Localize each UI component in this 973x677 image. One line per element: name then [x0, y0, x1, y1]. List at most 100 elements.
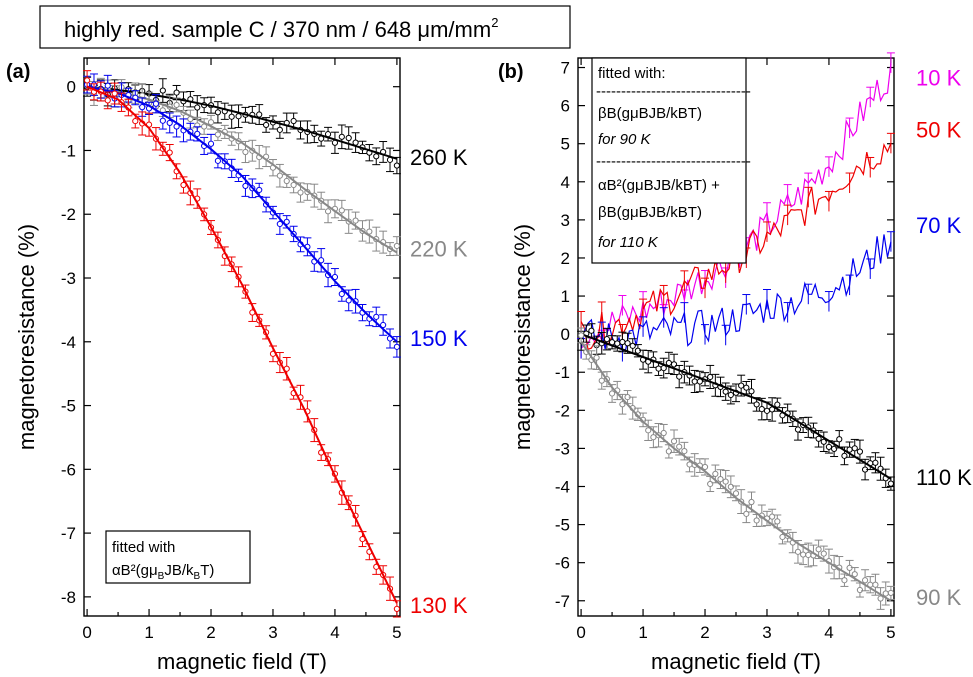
- panel-b-90k-fit-line: [580, 341, 892, 602]
- panel-b-90k-point: [841, 577, 848, 584]
- panel-a-150k-fit-line: [86, 85, 398, 343]
- panel-a-260k-point: [214, 109, 222, 116]
- panel-b-90k-point: [727, 483, 734, 490]
- panel-a-220k-point: [393, 242, 401, 250]
- panel-b-x-tick-label: 0: [576, 623, 585, 642]
- panel-b-fit-note-divider-1: -------------------------------: [596, 83, 751, 100]
- panel-a-x-tick-label: 1: [144, 623, 153, 642]
- header-box: highly red. sample C / 370 nm / 648 μm/m…: [39, 5, 571, 49]
- panel-a-130k-point: [104, 97, 111, 104]
- panel-b-90k-point: [670, 438, 678, 445]
- panel-b-110k-point: [707, 373, 714, 381]
- panel-a-150k-point: [276, 220, 283, 228]
- panel-b-90k-point: [712, 470, 719, 478]
- panel-b-90k-point: [805, 551, 812, 559]
- panel-b-90k-point: [660, 429, 667, 437]
- panel-b-90k-point: [743, 510, 750, 517]
- panel-a-150k-point: [393, 343, 401, 350]
- panel-b-90k-point: [681, 448, 688, 455]
- panel-b-90k-point: [650, 434, 657, 441]
- panel-a-260k-point: [228, 113, 235, 120]
- panel-b-110k-point: [815, 435, 822, 442]
- panel-a-260k-point: [276, 126, 283, 133]
- panel-b-x-tick-label: 5: [886, 623, 895, 642]
- panel-a-260k-point: [338, 133, 345, 140]
- panel-a-chart: 0 1 2 3 4 5 0 -1 -2 -3 -4 -5 -6 -7 -8 260 K 220 K 150 K 1…: [14, 57, 468, 674]
- panel-a-220k-point: [352, 217, 359, 224]
- panel-b-fit-note: fitted with: ---------------------------…: [591, 57, 751, 264]
- panel-a-x-tick-label: 3: [268, 623, 277, 642]
- panel-a-letter: (a): [6, 61, 30, 83]
- panel-a-150k-point: [194, 130, 201, 137]
- panel-b-90k-point: [676, 443, 683, 450]
- panel-b-y-tick-label: -1: [555, 363, 570, 382]
- panel-b-90k-point: [707, 480, 714, 488]
- panel-a-series-labels: 260 K 220 K 150 K 130 K: [410, 145, 468, 618]
- panel-a-150k-point: [380, 321, 387, 329]
- panel-b-90k-point: [800, 551, 807, 558]
- panel-b-90k-point: [877, 595, 884, 602]
- panel-a-fit-note-line1: fitted with: [112, 539, 175, 556]
- panel-a-series-label-260k: 260 K: [410, 145, 468, 170]
- panel-b-90k-point: [820, 550, 827, 557]
- panel-a-x-tick-label: 5: [392, 623, 401, 642]
- panel-b-110k-point: [774, 401, 781, 408]
- panel-b-y-tick-label: -7: [555, 592, 570, 611]
- panel-b-110k-point: [634, 347, 641, 354]
- panel-b-y-tick-label: 6: [561, 97, 570, 116]
- panel-b-110k-point: [856, 448, 864, 455]
- panel-a-220k-point: [283, 177, 290, 185]
- panel-a-220k-point: [290, 181, 297, 189]
- panel-b-y-tick-label: -3: [555, 439, 570, 458]
- panel-b-90k-point: [577, 332, 585, 339]
- panel-b-fit-note-divider-2: -------------------------------: [596, 153, 751, 170]
- panel-a-x-tick-label: 2: [206, 623, 215, 642]
- panel-b-110k-point: [825, 443, 833, 451]
- panel-b-90k-point: [717, 476, 724, 483]
- panel-a-series-label-220k: 220 K: [410, 237, 468, 262]
- panel-b-110k-point: [836, 436, 843, 443]
- panel-b-series-label-90k: 90 K: [916, 585, 962, 610]
- panel-b-series-label-10k: 10 K: [916, 65, 962, 90]
- panel-b-90k-point: [608, 390, 616, 397]
- panel-a-y-tick-label: -1: [61, 141, 76, 160]
- panel-b-90k-point: [882, 590, 889, 597]
- panel-a-fit-note-line2: αB²(gμBJB/kBT): [112, 562, 214, 582]
- panel-b-y-tick-label: 4: [561, 173, 570, 192]
- panel-a-fit-note: fitted with αB²(gμBJB/kBT): [105, 530, 251, 584]
- panel-b-series-labels: 10 K 50 K 70 K 110 K 90 K: [916, 65, 972, 609]
- panel-a-x-tick-label: 4: [330, 623, 339, 642]
- header-title-superscript: 2: [491, 15, 498, 30]
- panel-a-150k-point: [373, 313, 380, 320]
- panel-b-90k-point: [686, 461, 693, 468]
- panel-a-y-tick-label: -3: [61, 269, 76, 288]
- panel-a-ticks: 0 1 2 3 4 5 0 -1 -2 -3 -4 -5 -6 -7 -8: [61, 58, 402, 642]
- panel-a-150k-point: [104, 82, 111, 89]
- panel-a-y-tick-label: -6: [61, 460, 76, 479]
- panel-b-90k-point: [856, 586, 864, 594]
- panel-b-110k-point: [727, 391, 734, 399]
- panel-a-y-tick-label: -8: [61, 588, 76, 607]
- panel-a-130k-fit-line: [86, 85, 398, 604]
- panel-b-y-tick-label: 1: [561, 287, 570, 306]
- panel-a-220k-point: [242, 148, 249, 156]
- panel-a-150k-point: [345, 297, 352, 304]
- panel-b-90k-point: [815, 546, 822, 553]
- panel-b-110k-point: [758, 406, 765, 413]
- panel-a-y-tick-label: -5: [61, 397, 76, 416]
- panel-b-110k-point: [738, 382, 745, 389]
- panel-b-110k-point: [743, 384, 750, 391]
- panel-a-y-tick-label: -2: [61, 205, 76, 224]
- panel-b-fit-note-90k-label: for 90 K: [598, 131, 652, 148]
- panel-b-110k-point: [691, 378, 698, 385]
- panel-a-260k-point: [345, 134, 352, 142]
- panel-b-110k-point: [696, 378, 703, 385]
- panel-a-130k-point: [83, 77, 91, 84]
- panel-b-x-tick-label: 2: [700, 623, 709, 642]
- panel-b-x-tick-label: 3: [762, 623, 771, 642]
- panel-b-series: [577, 52, 895, 610]
- panel-b-110k-point: [831, 445, 838, 452]
- panel-b-chart: 0 1 2 3 4 5 7 6 5 4 3 2 1 0 -1 -2 -3 -4 -5 -6 -7 10 K 50 K 70 …: [510, 52, 972, 674]
- panel-b-90k-point: [665, 448, 672, 455]
- panel-b-110k-point: [614, 340, 621, 347]
